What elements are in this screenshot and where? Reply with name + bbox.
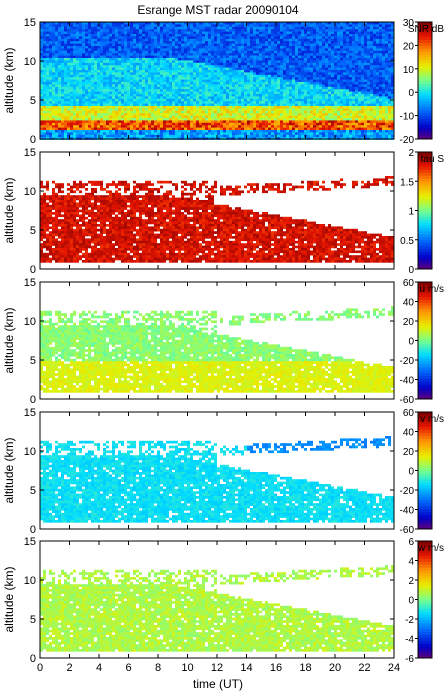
x-axis-label: time (UT) bbox=[193, 677, 243, 691]
x-tick-label: 8 bbox=[155, 662, 161, 674]
x-tick-label: 10 bbox=[181, 662, 193, 674]
colorbar-tick-label: 1.5 bbox=[400, 177, 414, 188]
colorbar-tick-label: 0 bbox=[408, 337, 414, 348]
colorbar-label: w m/s bbox=[417, 543, 444, 554]
colorbar-label: tau S bbox=[421, 154, 445, 165]
colorbar-label: SNR dB bbox=[408, 24, 444, 35]
colorbar-tick-label: -40 bbox=[400, 506, 415, 517]
y-tick-label: 0 bbox=[30, 524, 36, 536]
colorbar-tick-label: 60 bbox=[403, 408, 415, 419]
y-tick-label: 15 bbox=[24, 277, 36, 289]
colorbar bbox=[418, 282, 432, 400]
colorbar-tick-label: 20 bbox=[403, 317, 415, 328]
colorbar-tick-label: 1 bbox=[408, 207, 414, 218]
x-tick-label: 14 bbox=[240, 662, 252, 674]
x-tick-label: 20 bbox=[329, 662, 341, 674]
y-tick-label: 5 bbox=[30, 225, 36, 237]
y-tick-label: 10 bbox=[24, 446, 36, 458]
y-axis-label: altitude (km) bbox=[2, 307, 16, 373]
heatmap-cells bbox=[40, 436, 394, 523]
colorbar-tick-label: 60 bbox=[403, 278, 415, 289]
y-axis-label: altitude (km) bbox=[2, 177, 16, 243]
heatmap-cells bbox=[40, 565, 394, 652]
colorbar-tick-label: -40 bbox=[400, 376, 415, 387]
colorbar bbox=[418, 541, 432, 659]
x-tick-label: 0 bbox=[37, 662, 43, 674]
colorbar-tick-label: -20 bbox=[400, 135, 415, 146]
colorbar-tick-label: 0 bbox=[408, 88, 414, 99]
y-tick-label: 10 bbox=[24, 186, 36, 198]
x-tick-label: 18 bbox=[299, 662, 311, 674]
colorbar-frame bbox=[417, 21, 433, 140]
y-tick-label: 5 bbox=[30, 355, 36, 367]
y-axis-label: altitude (km) bbox=[2, 566, 16, 632]
x-tick-label: 22 bbox=[358, 662, 370, 674]
chart-title: Esrange MST radar 20090104 bbox=[137, 3, 299, 17]
y-tick-label: 15 bbox=[24, 147, 36, 159]
x-tick-label: 2 bbox=[66, 662, 72, 674]
colorbar-tick-label: 20 bbox=[403, 447, 415, 458]
y-tick-label: 5 bbox=[30, 614, 36, 626]
colorbar-tick-label: 0 bbox=[408, 467, 414, 478]
colorbar-tick-label: 40 bbox=[403, 298, 415, 309]
x-tick-label: 12 bbox=[211, 662, 223, 674]
heatmap-cells bbox=[40, 306, 394, 393]
y-tick-label: 15 bbox=[24, 17, 36, 29]
x-tick-label: 16 bbox=[270, 662, 282, 674]
colorbar-tick-label: 0 bbox=[408, 596, 414, 607]
x-tick-label: 24 bbox=[388, 662, 400, 674]
heatmap-cells bbox=[40, 22, 394, 140]
colorbar bbox=[418, 22, 432, 140]
colorbar-tick-label: 10 bbox=[403, 65, 415, 76]
y-tick-label: 0 bbox=[30, 264, 36, 276]
colorbar-label: v m/s bbox=[420, 414, 444, 425]
colorbar-tick-label: -2 bbox=[405, 615, 414, 626]
heatmap-cells bbox=[40, 176, 394, 263]
colorbar-tick-label: 6 bbox=[408, 537, 414, 548]
y-tick-label: 10 bbox=[24, 316, 36, 328]
x-tick-label: 4 bbox=[96, 662, 102, 674]
colorbar bbox=[418, 152, 432, 270]
y-axis-label: altitude (km) bbox=[2, 437, 16, 503]
colorbar-tick-label: 4 bbox=[408, 557, 414, 568]
colorbar-tick-label: 2 bbox=[408, 148, 414, 159]
colorbar-label: u m/s bbox=[420, 284, 444, 295]
colorbar-tick-label: 2 bbox=[408, 576, 414, 587]
colorbar-tick-label: 0 bbox=[408, 265, 414, 276]
colorbar-tick-label: 20 bbox=[403, 41, 415, 52]
y-axis-label: altitude (km) bbox=[2, 47, 16, 113]
y-tick-label: 10 bbox=[24, 575, 36, 587]
colorbar-tick-label: 30 bbox=[403, 18, 415, 29]
colorbar-tick-label: -20 bbox=[400, 486, 415, 497]
colorbar-tick-label: 40 bbox=[403, 428, 415, 439]
y-tick-label: 0 bbox=[30, 653, 36, 665]
colorbar-tick-label: 0.5 bbox=[400, 236, 414, 247]
y-tick-label: 15 bbox=[24, 407, 36, 419]
colorbar-tick-label: -10 bbox=[400, 112, 415, 123]
x-tick-label: 6 bbox=[125, 662, 131, 674]
y-tick-label: 5 bbox=[30, 485, 36, 497]
colorbar-tick-label: -60 bbox=[400, 525, 415, 536]
y-tick-label: 15 bbox=[24, 536, 36, 548]
colorbar-tick-label: -4 bbox=[405, 635, 414, 646]
colorbar-tick-label: -20 bbox=[400, 356, 415, 367]
y-tick-label: 5 bbox=[30, 95, 36, 107]
colorbar-tick-label: -6 bbox=[405, 654, 414, 665]
colorbar-tick-label: -60 bbox=[400, 395, 415, 406]
y-tick-label: 10 bbox=[24, 56, 36, 68]
y-tick-label: 0 bbox=[30, 394, 36, 406]
y-tick-label: 0 bbox=[30, 134, 36, 146]
colorbar bbox=[418, 412, 432, 530]
